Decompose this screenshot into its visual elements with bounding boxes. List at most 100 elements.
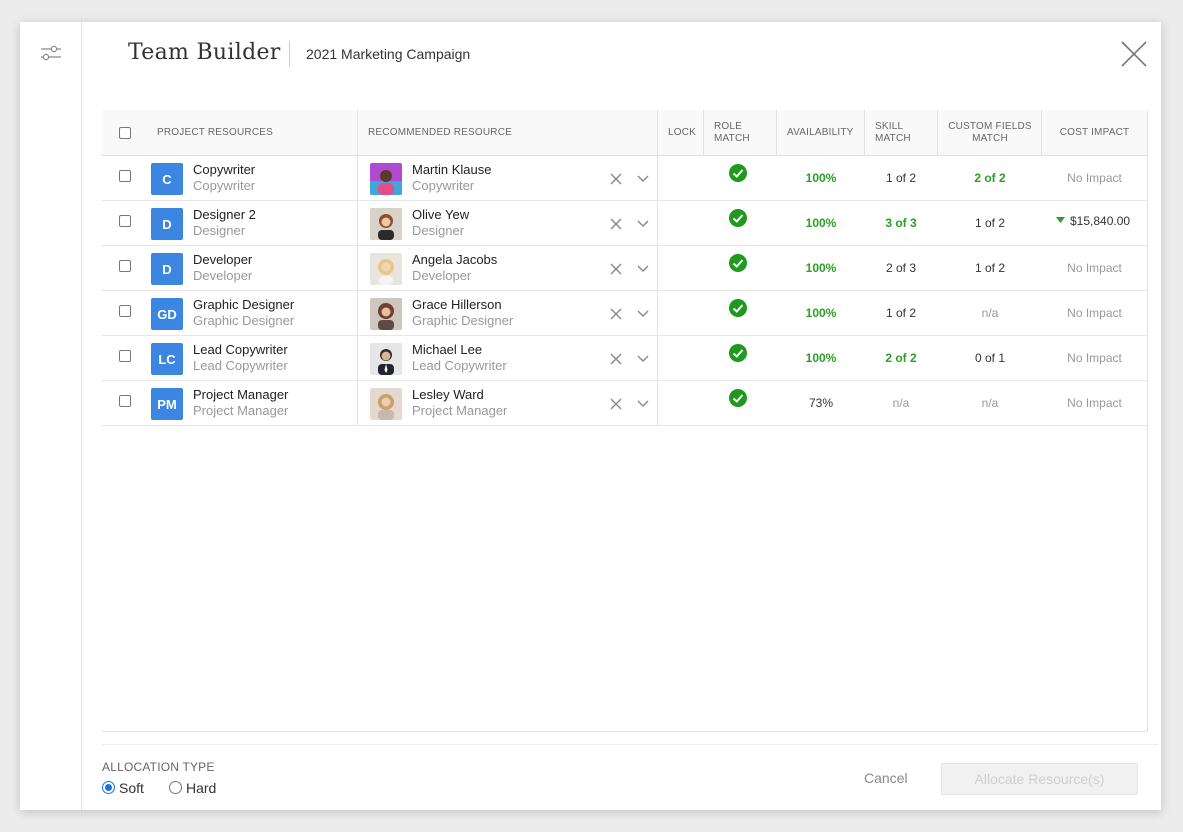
row-checkbox[interactable] — [119, 260, 131, 272]
soft-radio-label[interactable]: Soft — [119, 780, 144, 796]
col-skill-match[interactable]: SKILL MATCH — [875, 110, 935, 156]
project-role-name: Copywriter — [193, 162, 256, 177]
project-role-sub: Lead Copywriter — [193, 358, 288, 373]
remove-x-icon[interactable] — [610, 218, 622, 230]
filter-sliders-icon[interactable] — [40, 44, 62, 62]
col-project-resources[interactable]: PROJECT RESOURCES — [157, 127, 274, 138]
row-checkbox[interactable] — [119, 350, 131, 362]
table-row: C Copywriter Copywriter Martin Klause Co… — [102, 156, 1147, 201]
remove-x-icon[interactable] — [610, 308, 622, 320]
title-divider — [289, 41, 290, 67]
col-custom-fields-match[interactable]: CUSTOM FIELDS MATCH — [938, 110, 1042, 156]
col-divider — [1041, 110, 1042, 156]
custom-fields-value: n/a — [981, 396, 999, 410]
chevron-down-icon[interactable] — [637, 219, 649, 229]
col-divider — [703, 110, 704, 156]
cost-impact-value: $15,840.00 — [1070, 214, 1131, 228]
footer-divider — [102, 744, 1158, 745]
chevron-down-icon[interactable] — [637, 174, 649, 184]
remove-x-icon[interactable] — [610, 398, 622, 410]
col-lock[interactable]: LOCK — [668, 127, 697, 138]
table-row: GD Graphic Designer Graphic Designer Gra… — [102, 291, 1147, 336]
resource-name: Michael Lee — [412, 342, 483, 357]
project-role-sub: Designer — [193, 223, 246, 238]
project-role-name: Lead Copywriter — [193, 342, 288, 357]
role-badge: D — [151, 253, 183, 285]
resource-name: Martin Klause — [412, 162, 492, 177]
project-role-name: Designer 2 — [193, 207, 256, 222]
table-row: LC Lead Copywriter Lead Copywriter Micha… — [102, 336, 1147, 381]
hard-radio[interactable] — [169, 781, 182, 794]
col-cost-impact[interactable]: COST IMPACT — [1059, 127, 1130, 138]
soft-radio[interactable] — [102, 781, 115, 794]
col-role-match[interactable]: ROLE MATCH — [714, 110, 774, 156]
row-checkbox[interactable] — [119, 395, 131, 407]
avatar — [370, 208, 402, 240]
avatar — [370, 163, 402, 195]
avatar — [370, 253, 402, 285]
skill-match-value: 2 of 2 — [885, 351, 917, 365]
remove-x-icon[interactable] — [610, 173, 622, 185]
availability-value: 100% — [805, 306, 837, 320]
check-circle-icon — [729, 254, 747, 272]
chevron-down-icon[interactable] — [637, 399, 649, 409]
row-checkbox[interactable] — [119, 170, 131, 182]
project-role-sub: Graphic Designer — [193, 313, 295, 328]
role-badge: D — [151, 208, 183, 240]
availability-value: 100% — [805, 261, 837, 275]
cancel-button[interactable]: Cancel — [864, 770, 908, 786]
remove-x-icon[interactable] — [610, 353, 622, 365]
close-icon[interactable] — [1120, 40, 1148, 68]
role-badge: C — [151, 163, 183, 195]
col-divider — [937, 110, 938, 156]
resource-role: Designer — [412, 223, 465, 238]
resource-name: Grace Hillerson — [412, 297, 502, 312]
col-skill-match-line2: MATCH — [875, 133, 911, 144]
allocation-type-label: ALLOCATION TYPE — [102, 760, 215, 774]
resource-role: Project Manager — [412, 403, 508, 418]
hard-radio-label[interactable]: Hard — [186, 780, 217, 796]
cost-impact-value: No Impact — [1067, 351, 1122, 365]
resource-role: Graphic Designer — [412, 313, 514, 328]
col-availability[interactable]: AVAILABILITY — [787, 127, 854, 138]
row-checkbox[interactable] — [119, 305, 131, 317]
allocate-resources-button[interactable]: Allocate Resource(s) — [941, 763, 1138, 795]
check-circle-icon — [729, 344, 747, 362]
check-circle-icon — [729, 299, 747, 317]
chevron-down-icon[interactable] — [637, 264, 649, 274]
role-badge: PM — [151, 388, 183, 420]
custom-fields-value: 0 of 1 — [974, 351, 1006, 365]
check-circle-icon — [729, 389, 747, 407]
page-title: Team Builder — [128, 40, 281, 65]
availability-value: 100% — [805, 171, 837, 185]
skill-match-value: 1 of 2 — [885, 306, 917, 320]
resource-role: Copywriter — [412, 178, 475, 193]
select-all-checkbox[interactable] — [119, 127, 131, 139]
role-badge: GD — [151, 298, 183, 330]
col-divider — [776, 110, 777, 156]
col-custom-fields-line2: MATCH — [972, 133, 1008, 144]
project-role-name: Project Manager — [193, 387, 289, 402]
remove-x-icon[interactable] — [610, 263, 622, 275]
cost-impact-value: No Impact — [1067, 396, 1122, 410]
side-rail — [20, 22, 82, 810]
col-recommended-resource[interactable]: RECOMMENDED RESOURCE — [368, 127, 513, 138]
project-role-sub: Project Manager — [193, 403, 289, 418]
skill-match-value: 1 of 2 — [885, 171, 917, 185]
table-row: D Designer 2 Designer Olive Yew Designer… — [102, 201, 1147, 246]
col-divider — [357, 110, 358, 426]
triangle-down-icon — [1056, 217, 1065, 223]
custom-fields-value: 1 of 2 — [974, 261, 1006, 275]
skill-match-value: n/a — [892, 396, 910, 410]
chevron-down-icon[interactable] — [637, 309, 649, 319]
avatar — [370, 388, 402, 420]
col-divider — [657, 110, 658, 426]
custom-fields-value: n/a — [981, 306, 999, 320]
role-badge: LC — [151, 343, 183, 375]
chevron-down-icon[interactable] — [637, 354, 649, 364]
row-checkbox[interactable] — [119, 215, 131, 227]
col-custom-fields-line1: CUSTOM FIELDS — [948, 121, 1032, 132]
custom-fields-value: 2 of 2 — [974, 171, 1006, 185]
col-role-match-line2: MATCH — [714, 133, 750, 144]
project-role-sub: Copywriter — [193, 178, 256, 193]
